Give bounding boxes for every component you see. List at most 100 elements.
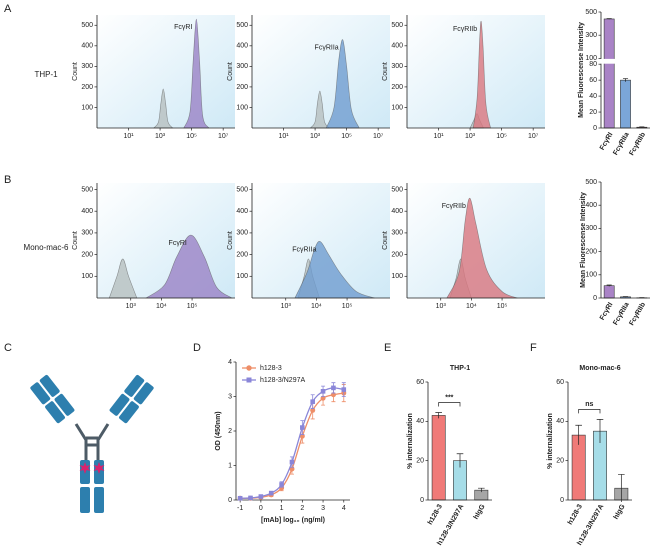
error-bar: [478, 487, 485, 493]
y-tick-label: 20: [416, 458, 424, 465]
y-tick-label: 40: [416, 418, 424, 425]
row-label: THP-1: [34, 70, 58, 79]
peak-label: FcγRIIa: [292, 246, 316, 253]
y-tick-label: 500: [236, 186, 248, 193]
x-tick-label: 10⁷: [528, 133, 539, 140]
y-tick-label: 500: [585, 9, 597, 16]
y-tick-label: 300: [391, 230, 403, 237]
y-tick-label: 200: [236, 251, 248, 258]
x-tick-label: h128-3: [567, 503, 584, 526]
histogram-curve: [446, 197, 518, 299]
x-tick-label: hIgG: [613, 503, 627, 521]
y-tick-label: 400: [236, 43, 248, 50]
significance-label: ns: [585, 401, 593, 408]
chart-title: THP-1: [450, 365, 470, 372]
y-tick-label: 60: [416, 379, 424, 386]
panel-label: A: [4, 3, 12, 15]
x-tick-label: 4: [342, 505, 346, 512]
panel-label: F: [530, 342, 537, 354]
x-tick-label: 10³: [436, 303, 447, 310]
histogram-curve: [153, 88, 174, 129]
antibody-diagram: [30, 374, 154, 513]
y-tick-label: 100: [585, 272, 597, 279]
row-label: Mono-mac-6: [24, 243, 69, 252]
x-tick-label: 3: [321, 505, 325, 512]
y-tick-label: 500: [81, 186, 93, 193]
x-tick-label: 10⁵: [341, 133, 352, 140]
y-axis-label: Count: [227, 62, 234, 81]
y-tick-label: 200: [236, 84, 248, 91]
x-tick-label: 10⁷: [373, 133, 384, 140]
bar: [620, 79, 631, 129]
y-tick-label: 60: [589, 77, 597, 84]
fit-line: [240, 392, 344, 500]
y-tick-label: 100: [81, 104, 93, 111]
y-tick-label: 400: [585, 202, 597, 209]
y-tick-label: 300: [81, 230, 93, 237]
bar: [603, 285, 615, 299]
y-axis-label: Count: [382, 62, 389, 81]
x-axis-label: [mAb] log₁₀ (ng/ml): [261, 517, 325, 524]
y-axis-label: OD (450nm): [215, 411, 222, 450]
marker: [237, 495, 243, 501]
legend-label: h128-3: [260, 365, 282, 372]
y-tick-label: 400: [236, 208, 248, 215]
x-tick-label: 10¹: [123, 133, 134, 140]
marker: [279, 482, 284, 487]
y-tick-label: 100: [236, 104, 248, 111]
y-tick-label: 20: [589, 109, 597, 116]
marker: [320, 389, 326, 394]
y-tick-label: 0: [560, 497, 564, 504]
x-tick-label: FcγRI: [599, 301, 615, 321]
panel-label: E: [384, 342, 391, 354]
y-tick-label: 200: [585, 248, 597, 255]
y-tick-label: 1: [228, 462, 232, 469]
legend-marker: [246, 365, 252, 371]
marker: [248, 495, 253, 501]
significance-label: ***: [445, 394, 453, 401]
marker: [289, 459, 295, 465]
x-tick-label: 10⁵: [497, 303, 508, 310]
y-tick-label: 200: [81, 251, 93, 258]
y-tick-label: 40: [556, 418, 564, 425]
x-tick-label: 10¹: [433, 133, 444, 140]
y-tick-label: 300: [585, 32, 597, 39]
y-tick-label: 200: [81, 84, 93, 91]
chart-title: Mono-mac-6: [579, 365, 620, 372]
y-tick-label: 100: [81, 273, 93, 280]
y-tick-label: 100: [391, 273, 403, 280]
y-tick-label: 300: [391, 63, 403, 70]
x-tick-label: 0: [259, 505, 263, 512]
x-tick-label: FcγRI: [599, 131, 615, 151]
y-axis-label: Count: [72, 62, 79, 81]
y-tick-label: 3: [228, 393, 232, 400]
panel-label: D: [193, 342, 201, 354]
histogram-curve: [108, 258, 138, 299]
y-tick-label: 0: [420, 497, 424, 504]
x-tick-label: 10⁵: [342, 303, 353, 310]
y-tick-label: 300: [81, 63, 93, 70]
histogram-curve: [325, 39, 360, 129]
peak-label: FcγRIIa: [315, 44, 339, 51]
marker: [330, 392, 336, 398]
y-tick-label: 40: [589, 93, 597, 100]
significance-bracket: [578, 409, 601, 414]
y-tick-label: 500: [391, 186, 403, 193]
error-bar: [596, 419, 604, 443]
y-tick-label: 80: [589, 61, 597, 68]
y-tick-label: 500: [81, 22, 93, 29]
error-bar: [575, 424, 582, 445]
panel-label: C: [4, 342, 12, 354]
x-tick-label: FcγRIIb: [628, 131, 647, 156]
y-tick-label: 300: [236, 63, 248, 70]
x-tick-label: -1: [237, 505, 243, 512]
x-tick-label: h128-3: [427, 503, 444, 526]
y-tick-label: 200: [391, 84, 403, 91]
marker: [268, 490, 274, 496]
bar: [603, 18, 615, 129]
y-axis-label: Mean Fluorescense Intensity: [580, 192, 587, 288]
x-tick-label: hIgG: [473, 503, 487, 521]
y-tick-label: 500: [236, 22, 248, 29]
